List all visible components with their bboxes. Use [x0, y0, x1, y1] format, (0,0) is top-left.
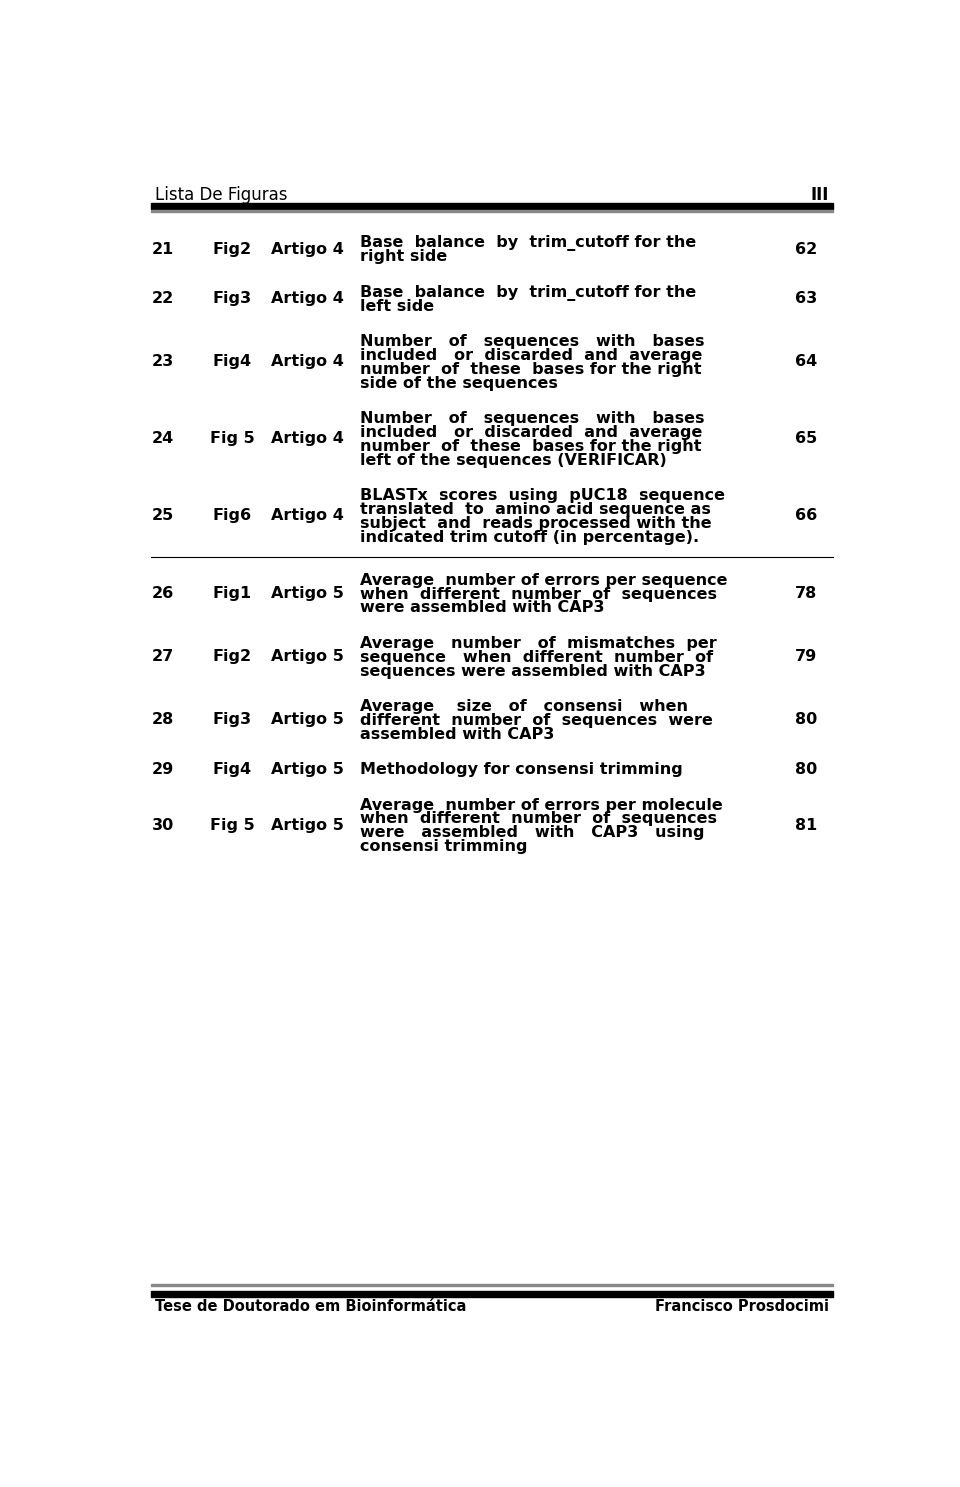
Text: Artigo 5: Artigo 5 [271, 650, 344, 665]
Text: 65: 65 [795, 431, 818, 446]
Text: 22: 22 [152, 291, 174, 306]
Text: Fig 5: Fig 5 [210, 431, 254, 446]
Text: included   or  discarded  and  average: included or discarded and average [360, 425, 703, 440]
Text: 80: 80 [795, 712, 818, 727]
Text: Fig2: Fig2 [213, 650, 252, 665]
Text: indicated trim cutoff (in percentage).: indicated trim cutoff (in percentage). [360, 529, 700, 544]
Text: sequences were assembled with CAP3: sequences were assembled with CAP3 [360, 663, 706, 678]
Text: included   or  discarded  and  average: included or discarded and average [360, 348, 703, 363]
Text: sequence   when  different  number  of: sequence when different number of [360, 650, 713, 665]
Text: 62: 62 [795, 242, 818, 257]
Text: Artigo 4: Artigo 4 [271, 354, 344, 369]
Text: Tese de Doutorado em Bioinformática: Tese de Doutorado em Bioinformática [155, 1298, 467, 1315]
Text: 25: 25 [152, 509, 174, 523]
Text: BLASTx  scores  using  pUC18  sequence: BLASTx scores using pUC18 sequence [360, 488, 725, 503]
Text: Fig4: Fig4 [213, 354, 252, 369]
Text: Fig2: Fig2 [213, 242, 252, 257]
Text: Artigo 5: Artigo 5 [271, 586, 344, 601]
Text: subject  and  reads processed with the: subject and reads processed with the [360, 516, 712, 531]
Text: Average   number   of  mismatches  per: Average number of mismatches per [360, 636, 717, 651]
Text: 81: 81 [795, 818, 818, 833]
Text: Average  number of errors per sequence: Average number of errors per sequence [360, 572, 728, 587]
Text: translated  to  amino acid sequence as: translated to amino acid sequence as [360, 501, 711, 517]
Text: 80: 80 [795, 761, 818, 776]
Text: 24: 24 [152, 431, 174, 446]
Text: 28: 28 [152, 712, 174, 727]
Text: side of the sequences: side of the sequences [360, 376, 558, 391]
Text: Fig6: Fig6 [213, 509, 252, 523]
Text: when  different  number  of  sequences: when different number of sequences [360, 586, 717, 602]
Text: Fig 5: Fig 5 [210, 818, 254, 833]
Text: Artigo 4: Artigo 4 [271, 509, 344, 523]
Text: when  different  number  of  sequences: when different number of sequences [360, 812, 717, 827]
Text: Methodology for consensi trimming: Methodology for consensi trimming [360, 763, 683, 778]
Text: 30: 30 [152, 818, 174, 833]
Text: Base  balance  by  trim_cutoff for the: Base balance by trim_cutoff for the [360, 235, 697, 251]
Text: 21: 21 [152, 242, 174, 257]
Text: number  of  these  bases for the right: number of these bases for the right [360, 361, 702, 376]
Text: Fig3: Fig3 [213, 712, 252, 727]
Text: Number   of   sequences   with   bases: Number of sequences with bases [360, 410, 705, 425]
Text: Base  balance  by  trim_cutoff for the: Base balance by trim_cutoff for the [360, 284, 697, 300]
Text: number  of  these  bases for the right: number of these bases for the right [360, 439, 702, 454]
Text: 78: 78 [795, 586, 818, 601]
Text: 23: 23 [152, 354, 174, 369]
Text: Fig1: Fig1 [213, 586, 252, 601]
Text: Artigo 5: Artigo 5 [271, 761, 344, 776]
Text: Average    size   of   consensi   when: Average size of consensi when [360, 699, 688, 714]
Text: 26: 26 [152, 586, 174, 601]
Text: Artigo 4: Artigo 4 [271, 242, 344, 257]
Text: Artigo 5: Artigo 5 [271, 818, 344, 833]
Text: Francisco Prosdocimi: Francisco Prosdocimi [655, 1298, 829, 1315]
Text: Lista De Figuras: Lista De Figuras [155, 186, 287, 204]
Text: 66: 66 [795, 509, 818, 523]
Text: 64: 64 [795, 354, 818, 369]
Text: left of the sequences (VERIFICAR): left of the sequences (VERIFICAR) [360, 452, 667, 467]
Text: Artigo 4: Artigo 4 [271, 431, 344, 446]
Text: Artigo 5: Artigo 5 [271, 712, 344, 727]
Bar [151, 1285, 833, 1286]
Text: 29: 29 [152, 761, 174, 776]
Text: 79: 79 [795, 650, 818, 665]
Text: Artigo 4: Artigo 4 [271, 291, 344, 306]
Text: Fig3: Fig3 [213, 291, 252, 306]
Text: assembled with CAP3: assembled with CAP3 [360, 727, 555, 742]
Bar [151, 210, 833, 213]
Text: Average  number of errors per molecule: Average number of errors per molecule [360, 797, 723, 812]
Bar [151, 204, 833, 210]
Text: were   assembled   with   CAP3   using: were assembled with CAP3 using [360, 825, 705, 840]
Text: right side: right side [360, 250, 447, 265]
Text: were assembled with CAP3: were assembled with CAP3 [360, 601, 605, 616]
Text: III: III [811, 186, 829, 204]
Text: different  number  of  sequences  were: different number of sequences were [360, 712, 713, 727]
Text: left side: left side [360, 299, 434, 314]
Text: consensi trimming: consensi trimming [360, 839, 528, 854]
Text: Fig4: Fig4 [213, 761, 252, 776]
Text: 27: 27 [152, 650, 174, 665]
Bar [151, 1291, 833, 1297]
Text: Number   of   sequences   with   bases: Number of sequences with bases [360, 335, 705, 349]
Text: 63: 63 [795, 291, 818, 306]
